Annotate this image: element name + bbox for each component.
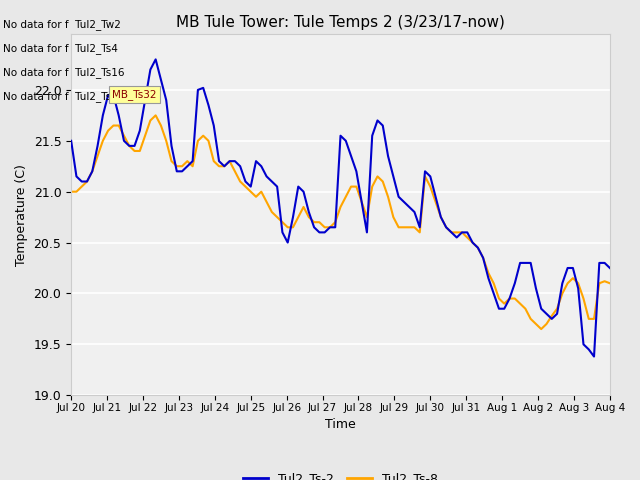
Y-axis label: Temperature (C): Temperature (C) [15,164,28,265]
Title: MB Tule Tower: Tule Temps 2 (3/23/17-now): MB Tule Tower: Tule Temps 2 (3/23/17-now… [176,15,505,30]
Text: No data for f  Tul2_Ts4: No data for f Tul2_Ts4 [3,43,118,54]
Legend: Tul2_Ts-2, Tul2_Ts-8: Tul2_Ts-2, Tul2_Ts-8 [238,467,443,480]
Text: No data for f  Tul2_Ts16: No data for f Tul2_Ts16 [3,67,125,78]
Text: No data for f  Tul2_Ts32: No data for f Tul2_Ts32 [3,91,125,102]
Text: MB_Ts32: MB_Ts32 [112,89,157,100]
Text: No data for f  Tul2_Tw2: No data for f Tul2_Tw2 [3,19,121,30]
X-axis label: Time: Time [325,419,356,432]
